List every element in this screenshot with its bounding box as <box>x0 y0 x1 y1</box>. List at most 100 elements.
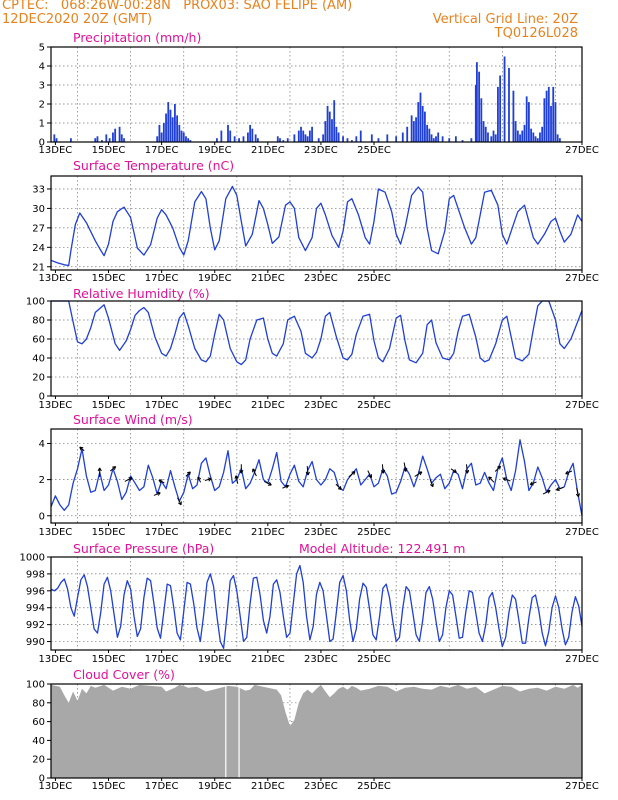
y-tick-label: 27 <box>32 223 45 234</box>
precipitation-bar <box>328 111 331 142</box>
y-tick-label: 33 <box>32 184 45 195</box>
x-tick-label: 15DEC <box>92 654 126 665</box>
y-tick-label: 990 <box>26 637 45 648</box>
y-tick-label: 2 <box>39 475 45 486</box>
precipitation-bar <box>346 138 349 142</box>
precipitation-bar <box>437 132 440 142</box>
x-tick-label: 23DEC <box>304 400 338 411</box>
wind-direction-arrow <box>529 481 537 486</box>
panel-3: 0 20 40 60 80 100 13DEC 15DEC 17DEC 19DEC 21DEC 23D… <box>26 286 599 411</box>
precipitation-bar <box>355 136 358 142</box>
series-line <box>50 185 583 267</box>
x-tick-label: 17DEC <box>145 400 179 411</box>
precipitation-bar <box>417 102 420 142</box>
precipitation-bar <box>247 132 249 142</box>
precipitation-bar <box>419 92 422 142</box>
x-tick-label: 19DEC <box>198 654 232 665</box>
precipitation-bar <box>478 71 481 142</box>
precipitation-bar <box>286 138 289 142</box>
wind-direction-arrow <box>197 476 202 483</box>
precipitation-bar <box>448 138 451 142</box>
precipitation-bar <box>337 132 340 142</box>
precipitation-bar <box>178 124 181 142</box>
wind-direction-arrow <box>204 477 212 482</box>
precipitation-bar <box>342 136 344 142</box>
precipitation-bar <box>123 138 125 142</box>
y-tick-label: 998 <box>26 569 45 580</box>
x-tick-label: 17DEC <box>145 145 179 156</box>
precipitation-bar <box>105 134 108 142</box>
panel-6: 0 20 40 60 80 100 13DEC 15DEC 17DEC 19DEC 21DEC 23D… <box>26 667 599 792</box>
wind-direction-arrow <box>494 465 502 472</box>
precipitation-bar <box>528 102 530 142</box>
precipitation-bar <box>487 132 489 142</box>
precipitation-bar <box>556 134 559 142</box>
precipitation-bar <box>543 98 546 142</box>
precipitation-bar <box>554 102 557 142</box>
precipitation-bar <box>428 128 431 142</box>
x-tick-label: 27DEC <box>565 145 599 156</box>
x-tick-label: 27DEC <box>565 527 599 538</box>
x-tick-label: 23DEC <box>304 145 338 156</box>
x-tick-label: 25DEC <box>357 654 391 665</box>
precipitation-bar <box>293 134 296 142</box>
wind-direction-arrow <box>542 489 551 495</box>
precipitation-bar <box>482 121 485 142</box>
precipitation-bar <box>432 138 435 142</box>
wind-direction-arrow <box>464 464 470 474</box>
precipitation-bar <box>421 105 424 142</box>
precipitation-bar <box>229 130 232 142</box>
x-tick-label: 19DEC <box>198 145 232 156</box>
precipitation-bar <box>180 130 183 142</box>
x-tick-label: 19DEC <box>198 781 232 792</box>
y-tick-label: 20 <box>32 755 45 766</box>
precipitation-bar <box>406 126 409 142</box>
precipitation-bar <box>499 75 502 142</box>
y-tick-label: 40 <box>32 354 45 365</box>
precipitation-bar <box>160 132 163 142</box>
precipitation-bar <box>308 130 311 142</box>
y-tick-label: 60 <box>32 717 45 728</box>
y-tick-label: 5 <box>39 43 45 54</box>
precipitation-bar <box>238 138 240 142</box>
precipitation-bar <box>182 132 185 142</box>
wind-direction-arrow <box>575 487 580 498</box>
precipitation-bar <box>169 109 172 142</box>
wind-direction-arrow <box>177 497 182 506</box>
precipitation-bar <box>503 56 506 142</box>
x-tick-label: 23DEC <box>304 781 338 792</box>
x-tick-label: 25DEC <box>357 145 391 156</box>
precipitation-bar <box>120 134 123 142</box>
precipitation-bar <box>370 134 373 142</box>
panel-frame <box>50 300 583 397</box>
wind-direction-arrow <box>367 470 372 479</box>
precipitation-bar <box>532 132 535 142</box>
x-tick-label: 21DEC <box>251 781 285 792</box>
y-tick-label: 20 <box>32 373 45 384</box>
precipitation-bar <box>156 136 159 142</box>
y-tick-label: 1000 <box>20 553 45 564</box>
precipitation-bar <box>519 134 521 142</box>
x-tick-label: 15DEC <box>92 273 126 284</box>
panel-frame <box>50 683 583 779</box>
precipitation-bar <box>70 138 72 142</box>
x-tick-label: 21DEC <box>251 654 285 665</box>
y-tick-label: 0 <box>39 774 45 785</box>
precipitation-bar <box>324 121 327 142</box>
y-tick-label: 21 <box>32 262 45 273</box>
x-tick-label: 25DEC <box>357 527 391 538</box>
header-grid-note: Vertical Grid Line: 20Z <box>432 12 578 27</box>
precipitation-bar <box>53 134 56 142</box>
precipitation-bar <box>484 126 487 142</box>
x-tick-label: 21DEC <box>251 400 285 411</box>
y-tick-label: 4 <box>39 439 45 450</box>
precipitation-bar <box>333 100 336 142</box>
precipitation-bar <box>401 132 404 142</box>
precipitation-bar <box>415 117 417 142</box>
x-tick-label: 15DEC <box>92 527 126 538</box>
precipitation-bar <box>521 130 524 142</box>
precipitation-bar <box>306 136 309 142</box>
y-tick-label: 80 <box>32 698 45 709</box>
x-tick-label: 21DEC <box>251 527 285 538</box>
